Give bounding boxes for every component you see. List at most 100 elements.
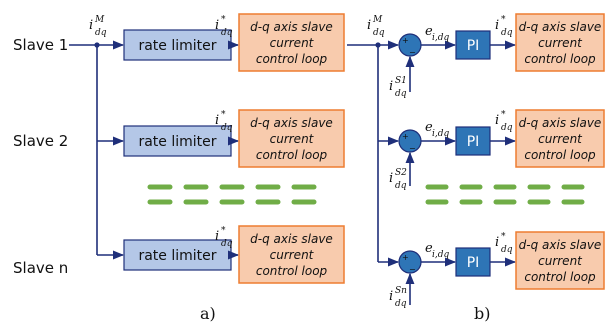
svg-text:i: i — [215, 229, 219, 244]
error-label-1: e i,dq — [425, 24, 450, 43]
svg-text:+: + — [402, 132, 409, 141]
junction-dot-b — [375, 42, 381, 48]
svg-text:control loop: control loop — [256, 148, 328, 162]
svg-text:current: current — [538, 132, 583, 146]
svg-text:dq: dq — [221, 239, 233, 249]
junction-dot-a — [94, 42, 100, 48]
svg-text:e: e — [425, 24, 433, 39]
svg-text:*: * — [221, 15, 226, 25]
control-loop-block-b-n: d-q axis slave current control loop — [515, 231, 605, 290]
svg-text:−: − — [409, 144, 416, 153]
reference-current-label-a-2: i dq * — [215, 110, 233, 133]
svg-text:current: current — [538, 36, 583, 50]
svg-text:dq: dq — [501, 123, 513, 133]
svg-text:control loop: control loop — [256, 264, 328, 278]
control-loop-block-a-1: d-q axis slave current control loop — [238, 13, 345, 72]
svg-text:dq: dq — [221, 28, 233, 38]
svg-text:i: i — [495, 235, 499, 250]
svg-text:i: i — [389, 79, 393, 94]
rate-limiter-block-2 — [123, 125, 232, 157]
pi-label-1: PI — [467, 38, 480, 54]
rate-limiter-block-n — [123, 239, 232, 271]
svg-text:control loop: control loop — [524, 270, 596, 284]
ellipsis-separator-a — [147, 184, 317, 205]
sensor-current-label-1: i dq S1 — [389, 76, 407, 99]
slave-2-label: Slave 2 — [13, 132, 68, 150]
pi-label-n: PI — [467, 255, 480, 271]
svg-text:i: i — [89, 18, 93, 33]
svg-text:i,dq: i,dq — [432, 250, 450, 260]
svg-text:control loop: control loop — [524, 148, 596, 162]
rate-limiter-block-1 — [123, 29, 232, 61]
pi-block-1 — [455, 30, 491, 60]
svg-text:Sn: Sn — [395, 286, 407, 296]
svg-text:control loop: control loop — [524, 52, 596, 66]
svg-text:i,dq: i,dq — [432, 129, 450, 139]
summing-junction-n: + − — [398, 250, 422, 274]
pi-block-n — [455, 247, 491, 277]
svg-text:*: * — [221, 226, 226, 236]
rate-limiter-label-1: rate limiter — [138, 38, 216, 54]
master-current-label-a: i dq M — [89, 15, 107, 38]
pi-block-2 — [455, 126, 491, 156]
svg-text:*: * — [221, 110, 226, 120]
summing-junction-1: + − — [398, 33, 422, 57]
svg-text:current: current — [270, 36, 315, 50]
rate-limiter-label-n: rate limiter — [138, 248, 216, 264]
svg-text:i: i — [495, 113, 499, 128]
slave-n-label: Slave n — [13, 259, 68, 277]
svg-text:S2: S2 — [395, 168, 407, 178]
panel-a: i dq M rate limiter rate limiter rate li… — [69, 13, 345, 323]
panel-b-label: b) — [474, 304, 490, 323]
svg-text:+: + — [402, 36, 409, 45]
reference-current-label-b-1: i dq * — [495, 15, 513, 38]
svg-text:M: M — [94, 15, 105, 25]
reference-current-label-a-n: i dq * — [215, 226, 233, 249]
reference-current-label-a-1: i dq * — [215, 15, 233, 38]
pi-label-2: PI — [467, 134, 480, 150]
svg-text:i: i — [389, 289, 393, 304]
svg-text:i: i — [215, 18, 219, 33]
svg-text:i: i — [495, 18, 499, 33]
sensor-current-label-n: i dq Sn — [389, 286, 407, 309]
svg-text:dq: dq — [95, 28, 107, 38]
svg-text:dq: dq — [395, 299, 407, 309]
control-loop-block-a-n: d-q axis slave current control loop — [238, 225, 345, 284]
reference-current-label-b-2: i dq * — [495, 110, 513, 133]
master-current-label-b: i dq M — [367, 15, 385, 38]
svg-text:current: current — [538, 254, 583, 268]
control-loop-block-b-1: d-q axis slave current control loop — [515, 13, 605, 72]
panel-b: i dq M + − + − + − i dq — [347, 13, 605, 323]
svg-text:−: − — [409, 48, 416, 57]
svg-text:d-q axis slave: d-q axis slave — [250, 232, 333, 246]
slave-1-label: Slave 1 — [13, 36, 68, 54]
summing-junction-2: + − — [398, 129, 422, 153]
svg-text:d-q axis slave: d-q axis slave — [519, 20, 602, 34]
svg-text:control loop: control loop — [256, 52, 328, 66]
rate-limiter-label-2: rate limiter — [138, 134, 216, 150]
error-label-n: e i,dq — [425, 241, 450, 260]
svg-text:dq: dq — [395, 181, 407, 191]
svg-text:i: i — [389, 171, 393, 186]
svg-text:e: e — [425, 241, 433, 256]
svg-text:dq: dq — [501, 28, 513, 38]
svg-text:d-q axis slave: d-q axis slave — [250, 20, 333, 34]
ellipsis-separator-b — [425, 184, 585, 205]
svg-text:i,dq: i,dq — [432, 33, 450, 43]
svg-text:M: M — [372, 15, 383, 25]
svg-text:S1: S1 — [395, 76, 407, 86]
svg-text:current: current — [270, 132, 315, 146]
svg-text:dq: dq — [501, 245, 513, 255]
control-loop-block-a-2: d-q axis slave current control loop — [238, 109, 345, 168]
svg-text:d-q axis slave: d-q axis slave — [519, 238, 602, 252]
svg-text:i: i — [367, 18, 371, 33]
svg-text:*: * — [501, 232, 506, 242]
svg-text:*: * — [501, 110, 506, 120]
svg-text:dq: dq — [395, 89, 407, 99]
svg-text:d-q axis slave: d-q axis slave — [519, 116, 602, 130]
svg-text:dq: dq — [373, 28, 385, 38]
svg-text:current: current — [270, 248, 315, 262]
control-loop-block-b-2: d-q axis slave current control loop — [515, 109, 605, 168]
svg-text:d-q axis slave: d-q axis slave — [250, 116, 333, 130]
